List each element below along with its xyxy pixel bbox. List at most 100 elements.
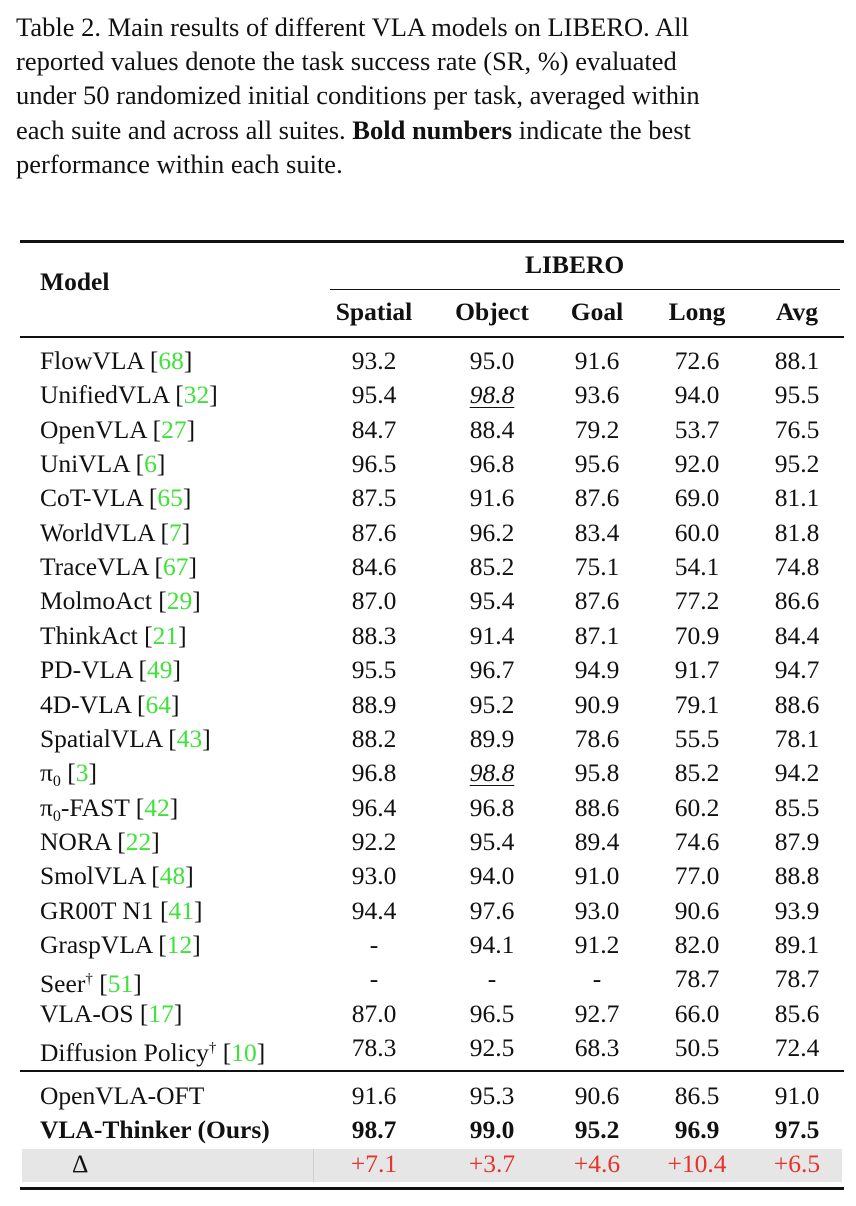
cell-long: +10.4 [667, 1149, 727, 1178]
cell-avg: 91.0 [774, 1081, 820, 1110]
model-name: Diffusion Policy† [10] [40, 1038, 266, 1067]
cell-long: 69.0 [674, 483, 720, 513]
citation-link[interactable]: 12 [166, 929, 193, 959]
column-header-object: Object [455, 297, 529, 326]
citation-link[interactable]: 3 [75, 758, 89, 788]
model-name: SpatialVLA [43] [40, 723, 211, 753]
cell-long: 77.2 [674, 586, 720, 616]
cell-spatial: 87.0 [351, 998, 397, 1028]
cell-avg: 78.1 [774, 723, 820, 753]
citation-link[interactable]: 41 [168, 895, 194, 925]
model-name: 4D-VLA [64] [40, 689, 180, 719]
model-name: TraceVLA [67] [40, 552, 198, 582]
model-name: PD-VLA [49] [40, 655, 181, 685]
citation-link[interactable]: 64 [145, 689, 172, 719]
cell-spatial: 96.8 [351, 758, 397, 788]
cell-goal: - [592, 964, 602, 994]
cell-avg: 84.4 [774, 620, 820, 650]
cell-goal: 93.0 [574, 895, 620, 925]
citation-link[interactable]: 27 [161, 414, 187, 444]
cell-long: 82.0 [674, 929, 720, 959]
cell-long: 70.9 [674, 620, 720, 650]
cell-object: 88.4 [469, 414, 515, 444]
cell-avg: 86.6 [774, 586, 820, 616]
cell-object: 91.6 [469, 483, 515, 513]
caption-line-5: performance within each suite. [16, 148, 343, 179]
cell-goal: 95.6 [574, 449, 620, 479]
cell-spatial: 88.9 [351, 689, 397, 719]
citation-link[interactable]: 22 [125, 826, 152, 856]
cell-long: 92.0 [674, 449, 720, 479]
citation-link[interactable]: 7 [168, 517, 182, 547]
cell-object: 95.0 [469, 346, 515, 375]
cell-avg: 85.5 [774, 792, 820, 822]
ours-model-name: VLA-Thinker (Ours) [40, 1115, 270, 1144]
cell-avg: 89.1 [774, 929, 820, 959]
citation-link[interactable]: 29 [166, 586, 193, 616]
citation-link[interactable]: 6 [144, 449, 157, 479]
citation-link[interactable]: 51 [107, 969, 134, 999]
cell-object: 89.9 [469, 723, 515, 753]
cell-goal: 91.0 [574, 861, 620, 891]
cell-avg: 81.1 [774, 483, 820, 513]
cell-long: 74.6 [674, 826, 720, 856]
citation-link[interactable]: 68 [158, 346, 184, 375]
cell-long: 94.0 [674, 380, 720, 410]
citation-link[interactable]: 43 [176, 723, 203, 753]
citation-link[interactable]: 10 [231, 1038, 257, 1067]
cell-goal: 95.8 [574, 758, 620, 788]
cell-long: 60.0 [674, 517, 720, 547]
citation-link[interactable]: 21 [152, 620, 179, 650]
cell-goal: +4.6 [573, 1149, 621, 1178]
cell-long: 66.0 [674, 998, 720, 1028]
caption-line-2: reported values denote the task success … [16, 46, 677, 77]
cell-goal: 75.1 [574, 552, 620, 582]
cell-spatial: - [369, 964, 379, 994]
cell-spatial: +7.1 [350, 1149, 398, 1178]
cell-object: +3.7 [468, 1149, 516, 1178]
citation-link[interactable]: 48 [159, 861, 186, 891]
cell-spatial: 78.3 [351, 1033, 397, 1062]
cell-object: 96.8 [469, 449, 515, 479]
top-rule [20, 240, 844, 243]
delta-column-separator [313, 1149, 314, 1182]
cell-long: 85.2 [674, 758, 720, 788]
cell-goal: 94.9 [574, 655, 620, 685]
cell-goal: 78.6 [574, 723, 620, 753]
cell-long: 86.5 [674, 1081, 720, 1110]
citation-link[interactable]: 17 [148, 998, 174, 1028]
caption-line-4: each suite and across all suites. Bold n… [16, 114, 691, 145]
cell-long: 78.7 [674, 964, 720, 994]
cell-spatial: - [369, 929, 379, 959]
model-name: FlowVLA [68] [40, 346, 193, 375]
citation-link[interactable]: 65 [157, 483, 183, 513]
citation-link[interactable]: 49 [146, 655, 173, 685]
cell-goal: 91.6 [574, 346, 620, 375]
cell-goal: 90.6 [574, 1081, 620, 1110]
citation-link[interactable]: 67 [163, 552, 189, 582]
citation-link[interactable]: 32 [183, 380, 210, 410]
cell-long: 90.6 [674, 895, 720, 925]
citation-link[interactable]: 42 [144, 792, 170, 822]
cell-object: 98.8 [469, 758, 515, 788]
cell-spatial: 84.6 [351, 552, 397, 582]
model-name: GR00T N1 [41] [40, 895, 203, 925]
column-header-avg: Avg [775, 297, 819, 326]
model-name: π0 [3] [40, 758, 97, 791]
cell-avg: 85.6 [774, 998, 820, 1028]
cell-avg: 87.9 [774, 826, 820, 856]
cell-avg: +6.5 [773, 1149, 821, 1178]
cell-goal: 87.1 [574, 620, 620, 650]
delta-label: Δ [72, 1149, 89, 1178]
cell-long: 96.9 [674, 1115, 720, 1144]
model-name: UnifiedVLA [32] [40, 380, 218, 410]
cell-object: 95.2 [469, 689, 515, 719]
cell-object: 91.4 [469, 620, 515, 650]
caption-line-3: under 50 randomized initial conditions p… [16, 80, 700, 111]
cell-spatial: 93.0 [351, 861, 397, 891]
cell-goal: 88.6 [574, 792, 620, 822]
cell-spatial: 87.5 [351, 483, 397, 513]
model-name: OpenVLA [27] [40, 414, 196, 444]
cell-object: 97.6 [469, 895, 515, 925]
cell-object: 98.8 [469, 380, 515, 410]
